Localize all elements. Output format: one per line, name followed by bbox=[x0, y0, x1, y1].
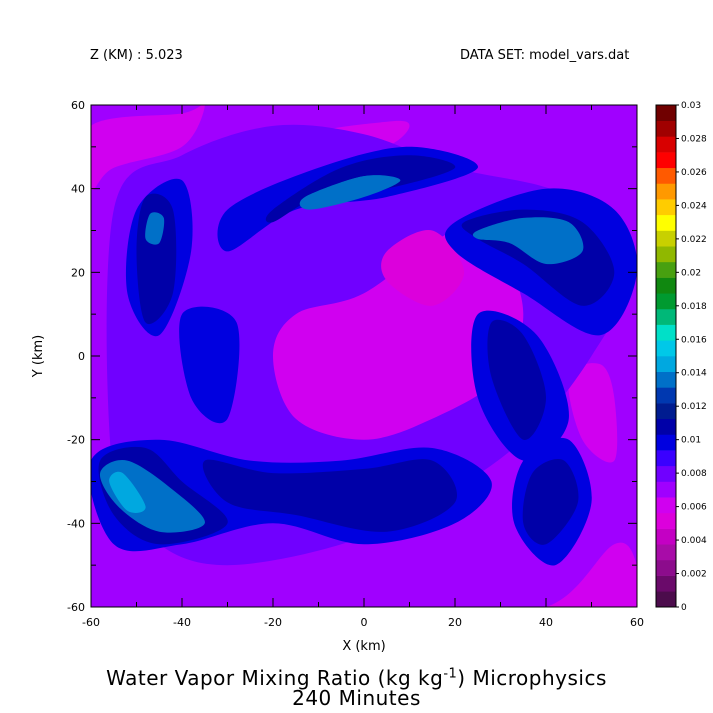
y-tick-label: 60 bbox=[71, 99, 85, 112]
y-axis: -60 -40 -20 0 20 40 60 bbox=[67, 99, 637, 614]
x-tick-label: 60 bbox=[630, 616, 644, 629]
colorbar-label: 0.028 bbox=[681, 134, 707, 144]
chart-title: Water Vapor Mixing Ratio (kg kg-1) Micro… bbox=[0, 666, 713, 690]
colorbar-swatch bbox=[656, 183, 676, 200]
colorbar-swatch bbox=[656, 246, 676, 263]
colorbar-swatch bbox=[656, 559, 676, 576]
colorbar-swatch bbox=[656, 497, 676, 514]
colorbar-label: 0.024 bbox=[681, 201, 707, 211]
contour-region bbox=[145, 212, 165, 245]
contour-region bbox=[109, 471, 146, 513]
colorbar-label: 0.02 bbox=[681, 268, 701, 278]
colorbar-frame bbox=[655, 104, 677, 608]
x-tick-label: -60 bbox=[82, 616, 100, 629]
colorbar-swatch bbox=[656, 261, 676, 278]
title-text-post: ) Microphysics bbox=[457, 666, 607, 690]
x-axis: -60 -40 -20 0 20 40 60 bbox=[82, 105, 644, 629]
colorbar-label: 0.004 bbox=[681, 536, 707, 546]
x-tick-label: 20 bbox=[448, 616, 462, 629]
x-tick-label: -40 bbox=[173, 616, 191, 629]
colorbar-swatch bbox=[656, 167, 676, 184]
colorbar-swatch bbox=[656, 465, 676, 482]
title-exponent: -1 bbox=[443, 666, 458, 682]
colorbar-swatch bbox=[656, 356, 676, 372]
colorbar: 0 0.002 0.004 0.006 0.008 0.01 0.012 0.014 0.016… bbox=[655, 101, 707, 613]
contour-region bbox=[202, 459, 458, 532]
y-axis-label: Y (km) bbox=[31, 335, 46, 378]
colorbar-label: 0.03 bbox=[681, 101, 701, 111]
colorbar-swatch bbox=[656, 403, 676, 420]
colorbar-swatch bbox=[656, 120, 676, 137]
contour-region bbox=[91, 105, 205, 191]
colorbar-swatch bbox=[656, 481, 676, 498]
colorbar-label: 0 bbox=[681, 603, 687, 613]
colorbar-label: 0.014 bbox=[681, 369, 707, 379]
contour-region bbox=[568, 363, 618, 463]
colorbar-label: 0.022 bbox=[681, 235, 707, 245]
colorbar-swatch bbox=[656, 434, 676, 451]
y-tick-label: -60 bbox=[67, 601, 85, 614]
colorbar-swatch bbox=[656, 528, 676, 545]
y-tick-label: -40 bbox=[67, 517, 85, 530]
colorbar-label: 0.012 bbox=[681, 402, 707, 412]
colorbar-swatch bbox=[656, 136, 676, 153]
contour-region bbox=[323, 175, 392, 202]
colorbar-swatch bbox=[656, 199, 676, 216]
contour-region bbox=[522, 459, 579, 545]
contour-region bbox=[487, 319, 546, 441]
y-tick-label: -20 bbox=[67, 434, 85, 447]
colorbar-swatch bbox=[656, 277, 676, 294]
x-axis-label: X (km) bbox=[342, 639, 385, 654]
colorbar-swatch bbox=[656, 575, 676, 592]
contour-region bbox=[179, 306, 240, 424]
z-level-label: Z (KM) : 5.023 bbox=[90, 48, 183, 63]
colorbar-swatch bbox=[656, 544, 676, 561]
colorbar-swatch bbox=[656, 152, 676, 169]
colorbar-label: 0.01 bbox=[681, 436, 701, 446]
colorbar-swatch bbox=[656, 308, 676, 325]
contour-region bbox=[381, 230, 465, 306]
y-tick-label: 0 bbox=[78, 350, 85, 363]
colorbar-swatch bbox=[656, 512, 676, 529]
colorbar-label: 0.018 bbox=[681, 302, 707, 312]
x-tick-label: -20 bbox=[264, 616, 282, 629]
colorbar-label: 0.026 bbox=[681, 168, 707, 178]
colorbar-swatch bbox=[656, 324, 676, 341]
contour-region bbox=[472, 217, 584, 265]
title-text-pre: Water Vapor Mixing Ratio (kg kg bbox=[106, 666, 444, 690]
contour-region bbox=[409, 542, 637, 607]
colorbar-swatch bbox=[656, 387, 676, 404]
colorbar-swatch bbox=[656, 340, 676, 357]
x-tick-label: 0 bbox=[361, 616, 368, 629]
colorbar-swatch bbox=[656, 591, 676, 608]
colorbar-swatch bbox=[656, 450, 676, 467]
colorbar-label: 0.008 bbox=[681, 469, 707, 479]
colorbar-swatch bbox=[656, 214, 676, 231]
y-tick-label: 40 bbox=[71, 183, 85, 196]
colorbar-swatch bbox=[656, 371, 676, 388]
colorbar-label: 0.006 bbox=[681, 503, 707, 513]
x-tick-label: 40 bbox=[539, 616, 553, 629]
chart-subtitle: 240 Minutes bbox=[292, 686, 421, 710]
contour-field bbox=[91, 105, 637, 607]
colorbar-label: 0.002 bbox=[681, 570, 707, 580]
colorbar-label: 0.016 bbox=[681, 335, 707, 345]
y-tick-label: 20 bbox=[71, 266, 85, 279]
colorbar-swatch bbox=[656, 418, 676, 435]
colorbar-swatch bbox=[656, 230, 676, 247]
dataset-label: DATA SET: model_vars.dat bbox=[460, 48, 630, 63]
colorbar-swatch bbox=[656, 293, 676, 310]
colorbar-swatch bbox=[656, 105, 676, 121]
